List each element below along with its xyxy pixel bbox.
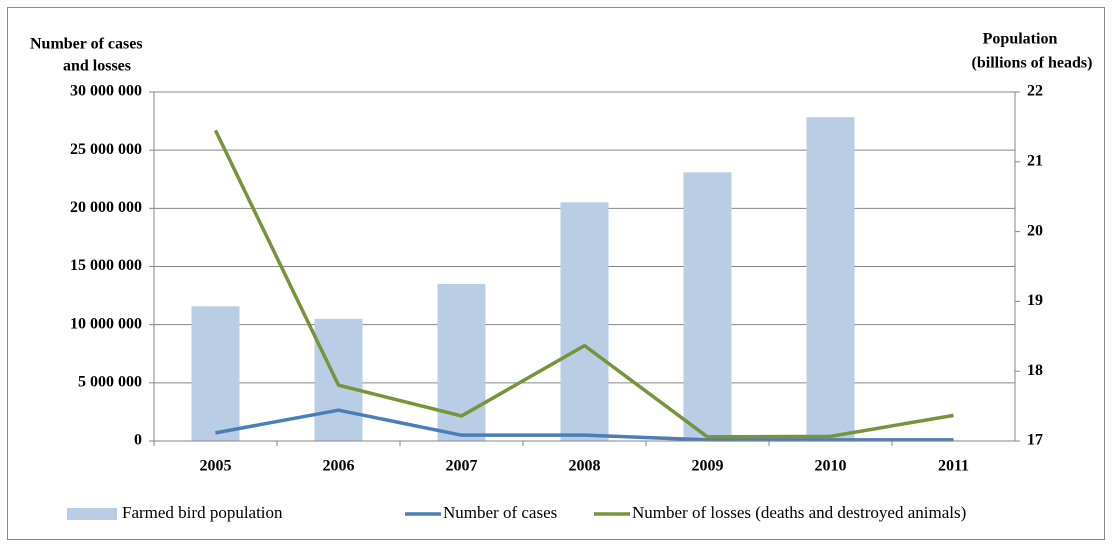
y-tick-label: 5 000 000 [78,374,142,391]
line [213,129,954,439]
x-tick-label: 2009 [692,458,724,475]
y2-tick-label: 19 [1027,292,1043,309]
y-tick-label: 30 000 000 [70,83,142,100]
x-tick-label: 2011 [938,458,969,475]
legend-label: Number of losses (deaths and destroyed a… [632,503,966,522]
y-tick-label: 10 000 000 [70,315,142,332]
y2-tick-label: 20 [1027,222,1043,239]
bar [806,117,855,442]
y2-tick-label: 21 [1027,152,1043,169]
y2-tick-label: 22 [1027,83,1043,100]
legend-label: Farmed bird population [122,503,283,522]
y2-axis-title: (billions of heads) [972,55,1093,72]
y-tick-label: 20 000 000 [70,199,142,216]
x-tick-label: 2006 [323,458,355,475]
x-tick-label: 2008 [569,458,601,475]
bar [560,202,609,441]
y2-tick-label: 17 [1027,432,1043,449]
y-tick-label: 25 000 000 [70,141,142,158]
y-tick-label: 0 [134,432,142,449]
y2-axis-title: Population [983,31,1058,48]
x-tick-label: 2005 [200,458,232,475]
y-axis-title: Number of cases [30,36,143,53]
x-tick-label: 2010 [815,458,847,475]
legend-swatch [67,508,117,520]
bar [191,306,240,441]
chart-border [7,7,1105,540]
y-tick-label: 15 000 000 [70,257,142,274]
bar [683,172,732,441]
legend-label: Number of cases [443,503,557,522]
y2-tick-label: 18 [1027,362,1043,379]
y-axis-title: and losses [63,58,131,75]
bar [314,318,363,441]
x-tick-label: 2007 [446,458,478,475]
line [215,408,954,442]
